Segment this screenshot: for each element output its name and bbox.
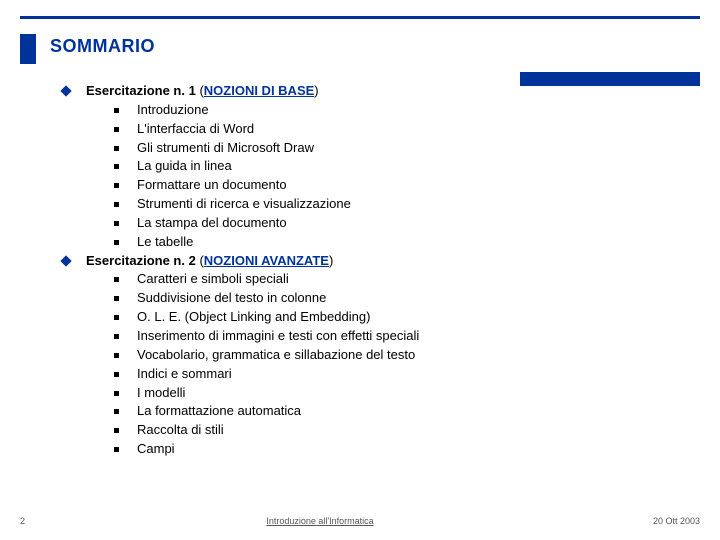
- list-item: Indici e sommari: [114, 365, 680, 384]
- title-row: SOMMARIO: [20, 34, 700, 64]
- item-text: L'interfaccia di Word: [137, 120, 254, 139]
- list-item: La guida in linea: [114, 157, 680, 176]
- item-text: Raccolta di stili: [137, 421, 224, 440]
- content-area: Esercitazione n. 1 (NOZIONI DI BASE) Int…: [62, 82, 680, 459]
- item-text: Le tabelle: [137, 233, 193, 252]
- section-subtitle: NOZIONI AVANZATE: [204, 253, 329, 268]
- square-bullet-icon: [114, 447, 119, 452]
- square-bullet-icon: [114, 428, 119, 433]
- section-title: Esercitazione n. 2 (NOZIONI AVANZATE): [86, 252, 333, 271]
- section-heading: Esercitazione n. 2 (NOZIONI AVANZATE): [62, 252, 680, 271]
- section-prefix: Esercitazione n. 2: [86, 253, 199, 268]
- square-bullet-icon: [114, 409, 119, 414]
- square-bullet-icon: [114, 334, 119, 339]
- top-rule: [20, 16, 700, 19]
- item-text: La formattazione automatica: [137, 402, 301, 421]
- list-item: Vocabolario, grammatica e sillabazione d…: [114, 346, 680, 365]
- square-bullet-icon: [114, 108, 119, 113]
- diamond-bullet-icon: [60, 255, 71, 266]
- item-text: Formattare un documento: [137, 176, 287, 195]
- paren-close: ): [329, 253, 333, 268]
- list-item: Introduzione: [114, 101, 680, 120]
- item-text: Gli strumenti di Microsoft Draw: [137, 139, 314, 158]
- item-text: Inserimento di immagini e testi con effe…: [137, 327, 419, 346]
- list-item: O. L. E. (Object Linking and Embedding): [114, 308, 680, 327]
- square-bullet-icon: [114, 146, 119, 151]
- footer: 2 Introduzione all'Informatica 20 Ott 20…: [20, 516, 700, 526]
- section-subtitle: NOZIONI DI BASE: [204, 83, 315, 98]
- list-item: L'interfaccia di Word: [114, 120, 680, 139]
- diamond-bullet-icon: [60, 85, 71, 96]
- square-bullet-icon: [114, 240, 119, 245]
- square-bullet-icon: [114, 296, 119, 301]
- square-bullet-icon: [114, 183, 119, 188]
- list-item: Formattare un documento: [114, 176, 680, 195]
- item-text: Campi: [137, 440, 175, 459]
- footer-center: Introduzione all'Informatica: [60, 516, 580, 526]
- square-bullet-icon: [114, 127, 119, 132]
- paren-close: ): [314, 83, 318, 98]
- section-title: Esercitazione n. 1 (NOZIONI DI BASE): [86, 82, 319, 101]
- item-text: Suddivisione del testo in colonne: [137, 289, 326, 308]
- list-item: Caratteri e simboli speciali: [114, 270, 680, 289]
- square-bullet-icon: [114, 277, 119, 282]
- square-bullet-icon: [114, 372, 119, 377]
- item-text: Introduzione: [137, 101, 209, 120]
- list-item: La formattazione automatica: [114, 402, 680, 421]
- item-text: I modelli: [137, 384, 185, 403]
- list-item: Campi: [114, 440, 680, 459]
- item-text: La stampa del documento: [137, 214, 287, 233]
- section-items: Caratteri e simboli speciali Suddivision…: [114, 270, 680, 458]
- item-text: Caratteri e simboli speciali: [137, 270, 289, 289]
- square-bullet-icon: [114, 164, 119, 169]
- square-bullet-icon: [114, 353, 119, 358]
- title-marker: [20, 34, 36, 64]
- list-item: Raccolta di stili: [114, 421, 680, 440]
- item-text: O. L. E. (Object Linking and Embedding): [137, 308, 370, 327]
- item-text: Strumenti di ricerca e visualizzazione: [137, 195, 351, 214]
- item-text: La guida in linea: [137, 157, 232, 176]
- square-bullet-icon: [114, 202, 119, 207]
- square-bullet-icon: [114, 391, 119, 396]
- footer-date: 20 Ott 2003: [580, 516, 700, 526]
- page-title: SOMMARIO: [50, 34, 155, 59]
- section-prefix: Esercitazione n. 1: [86, 83, 199, 98]
- page-number: 2: [20, 516, 60, 526]
- square-bullet-icon: [114, 221, 119, 226]
- list-item: Le tabelle: [114, 233, 680, 252]
- item-text: Vocabolario, grammatica e sillabazione d…: [137, 346, 415, 365]
- list-item: I modelli: [114, 384, 680, 403]
- item-text: Indici e sommari: [137, 365, 232, 384]
- list-item: Gli strumenti di Microsoft Draw: [114, 139, 680, 158]
- square-bullet-icon: [114, 315, 119, 320]
- section-heading: Esercitazione n. 1 (NOZIONI DI BASE): [62, 82, 680, 101]
- list-item: Suddivisione del testo in colonne: [114, 289, 680, 308]
- section-items: Introduzione L'interfaccia di Word Gli s…: [114, 101, 680, 252]
- list-item: La stampa del documento: [114, 214, 680, 233]
- list-item: Strumenti di ricerca e visualizzazione: [114, 195, 680, 214]
- list-item: Inserimento di immagini e testi con effe…: [114, 327, 680, 346]
